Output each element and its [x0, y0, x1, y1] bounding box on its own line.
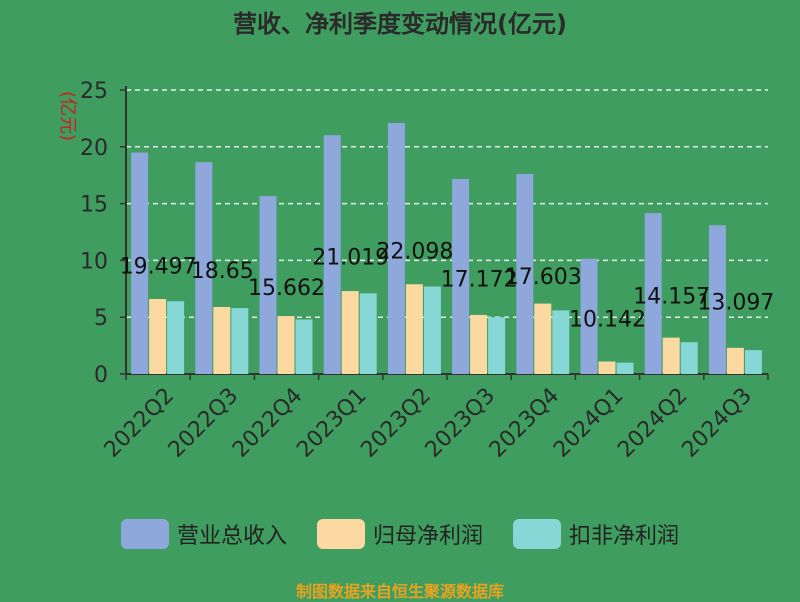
legend-item-net-profit[interactable]: 归母净利润 — [316, 518, 483, 550]
x-tick-label: 2022Q4 — [228, 383, 307, 462]
bar-net-profit — [726, 347, 744, 374]
data-source-footer: 制图数据来自恒生聚源数据库 — [295, 582, 504, 601]
x-tick-label: 2023Q4 — [485, 383, 564, 462]
bar-revenue — [580, 258, 598, 374]
data-label: 18.65 — [191, 259, 254, 284]
bar-deducted-profit — [295, 319, 313, 374]
legend-swatch-revenue — [120, 519, 169, 549]
legend: 营业总收入 归母净利润 扣非净利润 — [0, 518, 800, 550]
data-label: 13.097 — [697, 291, 774, 316]
bar-net-profit — [277, 316, 295, 374]
x-tick-label: 2022Q3 — [164, 383, 243, 462]
y-tick-label: 25 — [80, 79, 108, 104]
bar-revenue — [708, 225, 726, 374]
bar-revenue — [387, 122, 405, 374]
bar-net-profit — [470, 314, 488, 374]
bar-revenue — [323, 135, 341, 374]
bar-net-profit — [149, 299, 167, 374]
bar-revenue — [195, 162, 213, 374]
data-label: 21.019 — [312, 246, 389, 271]
x-tick-label: 2023Q3 — [421, 383, 500, 462]
bar-net-profit — [341, 291, 359, 374]
y-axis-label: (亿元) — [57, 91, 78, 141]
bar-deducted-profit — [359, 293, 377, 374]
legend-label-net-profit: 归母净利润 — [372, 524, 483, 549]
bar-net-profit — [662, 337, 680, 374]
bar-deducted-profit — [616, 362, 634, 374]
legend-swatch-net-profit — [316, 519, 365, 549]
bar-revenue — [452, 178, 470, 374]
bar-revenue — [259, 196, 277, 374]
legend-item-deducted-profit[interactable]: 扣非净利润 — [513, 518, 679, 550]
data-label: 14.157 — [633, 285, 710, 310]
bar-net-profit — [213, 306, 231, 374]
y-tick-label: 15 — [80, 193, 108, 218]
data-label: 15.662 — [248, 276, 325, 301]
y-tick-label: 5 — [94, 306, 108, 331]
bar-revenue — [516, 174, 534, 374]
y-tick-label: 20 — [80, 136, 108, 161]
bar-deducted-profit — [552, 310, 570, 374]
bar-deducted-profit — [680, 342, 698, 374]
bar-revenue — [644, 213, 662, 374]
legend-item-revenue[interactable]: 营业总收入 — [120, 518, 287, 550]
bar-deducted-profit — [231, 308, 249, 374]
bar-deducted-profit — [167, 301, 185, 374]
chart-title: 营收、净利季度变动情况(亿元) — [233, 10, 567, 38]
bar-net-profit — [598, 361, 616, 374]
x-tick-label: 2024Q3 — [677, 383, 756, 462]
y-tick-label: 10 — [80, 249, 108, 274]
legend-label-deducted-profit: 扣非净利润 — [569, 524, 680, 549]
data-label: 19.497 — [120, 254, 197, 279]
legend-label-revenue: 营业总收入 — [176, 524, 287, 549]
data-label: 22.098 — [376, 239, 453, 264]
bar-deducted-profit — [423, 286, 441, 374]
bar-net-profit — [405, 284, 423, 374]
data-label: 10.142 — [569, 307, 646, 332]
x-tick-label: 2022Q2 — [100, 383, 179, 462]
bar-revenue — [131, 152, 149, 374]
x-tick-label: 2024Q2 — [613, 383, 692, 462]
bar-deducted-profit — [488, 317, 506, 374]
x-tick-label: 2024Q1 — [549, 383, 628, 462]
bar-deducted-profit — [744, 350, 762, 374]
data-label: 17.172 — [441, 267, 518, 292]
legend-swatch-deducted-profit — [513, 519, 561, 549]
bar-net-profit — [534, 303, 552, 374]
x-tick-label: 2023Q1 — [292, 383, 371, 462]
data-label: 17.603 — [505, 265, 582, 290]
y-tick-label: 0 — [94, 363, 108, 388]
x-tick-label: 2023Q2 — [356, 383, 435, 462]
